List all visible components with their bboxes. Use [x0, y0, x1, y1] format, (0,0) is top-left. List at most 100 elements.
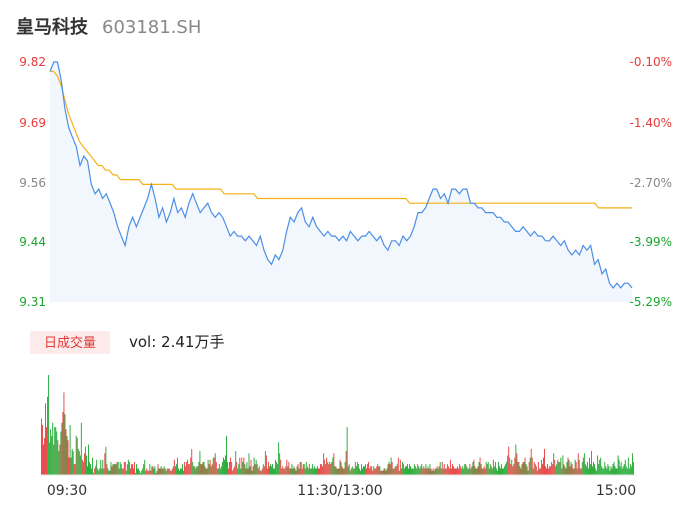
volume-bar [215, 461, 217, 475]
volume-bar [393, 468, 395, 475]
volume-bar [506, 461, 508, 475]
volume-bar [505, 464, 507, 475]
volume-bar [123, 461, 125, 475]
volume-bar [545, 466, 546, 475]
volume-bar [186, 461, 188, 475]
volume-bar [80, 422, 82, 475]
volume-bar [175, 464, 177, 475]
volume-bar [382, 470, 384, 475]
volume-bar [120, 464, 122, 475]
volume-bar [127, 459, 129, 475]
volume-bar [404, 466, 406, 475]
volume-bar [303, 464, 305, 475]
volume-bar [418, 466, 420, 475]
volume-bar [316, 468, 317, 475]
volume-bar [70, 457, 72, 475]
volume-bar [229, 461, 231, 475]
volume-bar [548, 468, 550, 475]
volume-bar [447, 466, 449, 475]
y-right-tick-label: -2.70% [630, 176, 672, 190]
volume-bar [298, 468, 300, 475]
volume-bar [448, 468, 450, 475]
volume-bar [631, 453, 633, 475]
y-left-tick-label: 9.82 [19, 55, 46, 69]
volume-bar [582, 457, 584, 475]
volume-bar [330, 464, 332, 475]
volume-bar [376, 466, 378, 475]
volume-bar [534, 464, 536, 475]
volume-bar [513, 464, 515, 475]
x-tick-label: 15:00 [596, 483, 636, 499]
volume-bar [502, 468, 504, 475]
volume-bar [60, 431, 62, 475]
volume-bar [594, 464, 596, 475]
volume-bar [620, 461, 622, 475]
volume-bar [180, 468, 181, 475]
x-tick-label: 09:30 [47, 483, 87, 499]
volume-bar [245, 468, 247, 475]
volume-bar [42, 425, 43, 475]
volume-bar [425, 464, 427, 475]
volume-bar [169, 470, 171, 475]
volume-bar [345, 451, 347, 475]
volume-bar [301, 468, 303, 475]
volume-bar [162, 468, 164, 475]
volume-bar [593, 461, 594, 475]
volume-bar [491, 468, 493, 475]
volume-bar [465, 464, 467, 475]
volume-bar [226, 435, 227, 475]
volume-bar [437, 468, 439, 475]
volume-bar [250, 459, 252, 475]
volume-bar [219, 468, 221, 475]
volume-bar [255, 459, 257, 475]
volume-bar [507, 455, 509, 475]
volume-bar [455, 468, 456, 475]
volume-bar [622, 466, 624, 475]
volume-bar [576, 468, 578, 475]
volume-bar [528, 461, 530, 475]
volume-bar [498, 461, 499, 475]
volume-bar [466, 466, 468, 475]
volume-bar [632, 461, 634, 475]
volume-bar [596, 470, 598, 475]
volume-bar [156, 470, 158, 475]
volume-bar [612, 464, 614, 475]
volume-bar [354, 461, 356, 475]
volume-bar [239, 457, 241, 475]
volume-bar [386, 468, 388, 475]
volume-bar [78, 451, 80, 475]
volume-bar [606, 468, 608, 475]
volume-bar [134, 461, 135, 475]
volume-bar [59, 444, 61, 475]
volume-bar [213, 457, 215, 475]
volume-bar [389, 464, 391, 475]
volume-bar [399, 459, 401, 475]
volume-bar [317, 466, 318, 475]
volume-bar [555, 466, 557, 475]
volume-bar [49, 442, 51, 475]
volume-bar [415, 466, 417, 475]
volume-bar [122, 468, 124, 475]
volume-bar [79, 455, 81, 475]
volume-bar [95, 466, 97, 475]
volume-bar [305, 461, 307, 475]
volume-bar [522, 461, 524, 475]
volume-bar [598, 464, 600, 475]
volume-bar [365, 464, 367, 475]
volume-bar [44, 438, 45, 475]
volume-bar [340, 461, 342, 475]
volume-bar [331, 461, 333, 475]
volume-bar [368, 461, 370, 475]
volume-bar [113, 464, 115, 475]
volume-bar [627, 457, 629, 475]
volume-bar [102, 459, 104, 475]
volume-bar [390, 457, 392, 475]
y-left-tick-label: 9.44 [19, 235, 46, 249]
volume-bar [190, 457, 192, 475]
volume-bar [493, 466, 495, 475]
volume-bar [273, 468, 274, 475]
volume-bar [98, 470, 100, 475]
volume-bar [400, 468, 402, 475]
volume-bar [154, 466, 156, 475]
volume-bar [320, 464, 322, 475]
